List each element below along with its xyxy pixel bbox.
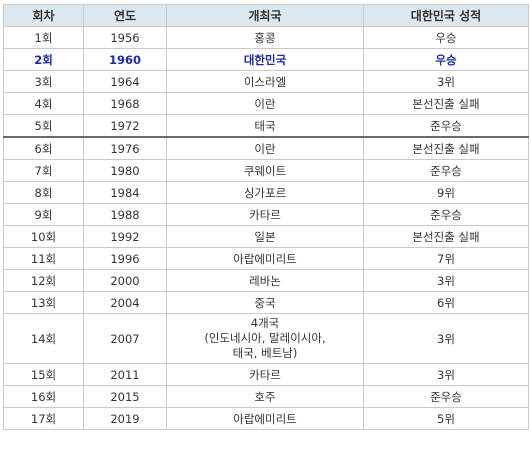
- round-cell: 14회: [3, 313, 84, 364]
- round-cell: 15회: [3, 363, 84, 386]
- year-cell: 1968: [83, 92, 167, 115]
- table-row: 3회 1964 이스라엘 3위: [3, 70, 529, 93]
- results-table-container: 회차 연도 개최국 대한민국 성적 1회 1956 홍콩 우승 2회 1960 …: [3, 4, 529, 430]
- table-row: 15회 2011 카타르 3위: [3, 363, 529, 386]
- host-cell: 중국: [166, 291, 364, 314]
- table-row: 5회 1972 태국 준우승: [3, 114, 529, 138]
- round-cell: 8회: [3, 181, 84, 204]
- year-cell: 1988: [83, 203, 167, 226]
- result-cell: 3위: [363, 269, 529, 292]
- host-cell: 이란: [166, 92, 364, 115]
- table-row: 7회 1980 쿠웨이트 준우승: [3, 159, 529, 182]
- host-cell: 일본: [166, 225, 364, 248]
- result-cell: 3위: [363, 70, 529, 93]
- result-cell: 3위: [363, 313, 529, 364]
- year-cell: 1964: [83, 70, 167, 93]
- year-cell: 1984: [83, 181, 167, 204]
- round-cell: 12회: [3, 269, 84, 292]
- round-cell: 4회: [3, 92, 84, 115]
- year-cell: 2004: [83, 291, 167, 314]
- year-cell: 1960: [83, 48, 167, 71]
- table-row: 9회 1988 카타르 준우승: [3, 203, 529, 226]
- table-row: 16회 2015 호주 준우승: [3, 385, 529, 408]
- year-cell: 2019: [83, 407, 167, 430]
- year-cell: 2007: [83, 313, 167, 364]
- host-cell: 카타르: [166, 203, 364, 226]
- result-cell: 7위: [363, 247, 529, 270]
- host-cell: 레바논: [166, 269, 364, 292]
- host-cell: 4개국 (인도네시아, 말레이시아, 태국, 베트남): [166, 313, 364, 364]
- round-cell: 17회: [3, 407, 84, 430]
- result-cell: 5위: [363, 407, 529, 430]
- year-cell: 1956: [83, 26, 167, 49]
- year-cell: 2011: [83, 363, 167, 386]
- table-row: 1회 1956 홍콩 우승: [3, 26, 529, 49]
- table-row: 8회 1984 싱가포르 9위: [3, 181, 529, 204]
- year-cell: 2000: [83, 269, 167, 292]
- table-row: 6회 1976 이란 본선진출 실패: [3, 136, 529, 160]
- result-cell: 본선진출 실패: [363, 92, 529, 115]
- round-cell: 2회: [3, 48, 84, 71]
- header-row: 회차 연도 개최국 대한민국 성적: [3, 4, 529, 27]
- year-cell: 2015: [83, 385, 167, 408]
- host-cell: 대한민국: [166, 48, 364, 71]
- host-cell: 호주: [166, 385, 364, 408]
- result-cell: 9위: [363, 181, 529, 204]
- result-cell: 준우승: [363, 203, 529, 226]
- header-result: 대한민국 성적: [363, 4, 529, 27]
- round-cell: 13회: [3, 291, 84, 314]
- result-cell: 본선진출 실패: [363, 225, 529, 248]
- year-cell: 1996: [83, 247, 167, 270]
- round-cell: 10회: [3, 225, 84, 248]
- round-cell: 7회: [3, 159, 84, 182]
- result-cell: 우승: [363, 26, 529, 49]
- table-row: 13회 2004 중국 6위: [3, 291, 529, 314]
- round-cell: 11회: [3, 247, 84, 270]
- table-row-highlighted: 2회 1960 대한민국 우승: [3, 48, 529, 71]
- year-cell: 1980: [83, 159, 167, 182]
- result-cell: 6위: [363, 291, 529, 314]
- host-cell: 이란: [166, 136, 364, 160]
- header-year: 연도: [83, 4, 167, 27]
- host-cell: 쿠웨이트: [166, 159, 364, 182]
- asian-cup-results-table: 회차 연도 개최국 대한민국 성적 1회 1956 홍콩 우승 2회 1960 …: [3, 4, 529, 430]
- year-cell: 1992: [83, 225, 167, 248]
- host-cell: 카타르: [166, 363, 364, 386]
- result-cell: 준우승: [363, 114, 529, 138]
- header-round: 회차: [3, 4, 84, 27]
- table-row: 17회 2019 아랍에미리트 5위: [3, 407, 529, 430]
- host-cell: 이스라엘: [166, 70, 364, 93]
- host-cell: 싱가포르: [166, 181, 364, 204]
- result-cell: 3위: [363, 363, 529, 386]
- year-cell: 1972: [83, 114, 167, 138]
- result-cell: 본선진출 실패: [363, 136, 529, 160]
- result-cell: 준우승: [363, 385, 529, 408]
- result-cell: 준우승: [363, 159, 529, 182]
- table-row: 12회 2000 레바논 3위: [3, 269, 529, 292]
- table-row: 11회 1996 아랍에미리트 7위: [3, 247, 529, 270]
- host-cell: 아랍에미리트: [166, 247, 364, 270]
- host-multiline-text: 4개국 (인도네시아, 말레이시아, 태국, 베트남): [204, 316, 326, 360]
- result-cell: 우승: [363, 48, 529, 71]
- round-cell: 5회: [3, 114, 84, 138]
- header-host: 개최국: [166, 4, 364, 27]
- host-cell: 아랍에미리트: [166, 407, 364, 430]
- host-cell: 홍콩: [166, 26, 364, 49]
- round-cell: 6회: [3, 136, 84, 160]
- host-cell: 태국: [166, 114, 364, 138]
- round-cell: 3회: [3, 70, 84, 93]
- table-row: 14회 2007 4개국 (인도네시아, 말레이시아, 태국, 베트남) 3위: [3, 313, 529, 364]
- table-row: 4회 1968 이란 본선진출 실패: [3, 92, 529, 115]
- table-row: 10회 1992 일본 본선진출 실패: [3, 225, 529, 248]
- round-cell: 16회: [3, 385, 84, 408]
- round-cell: 9회: [3, 203, 84, 226]
- round-cell: 1회: [3, 26, 84, 49]
- year-cell: 1976: [83, 136, 167, 160]
